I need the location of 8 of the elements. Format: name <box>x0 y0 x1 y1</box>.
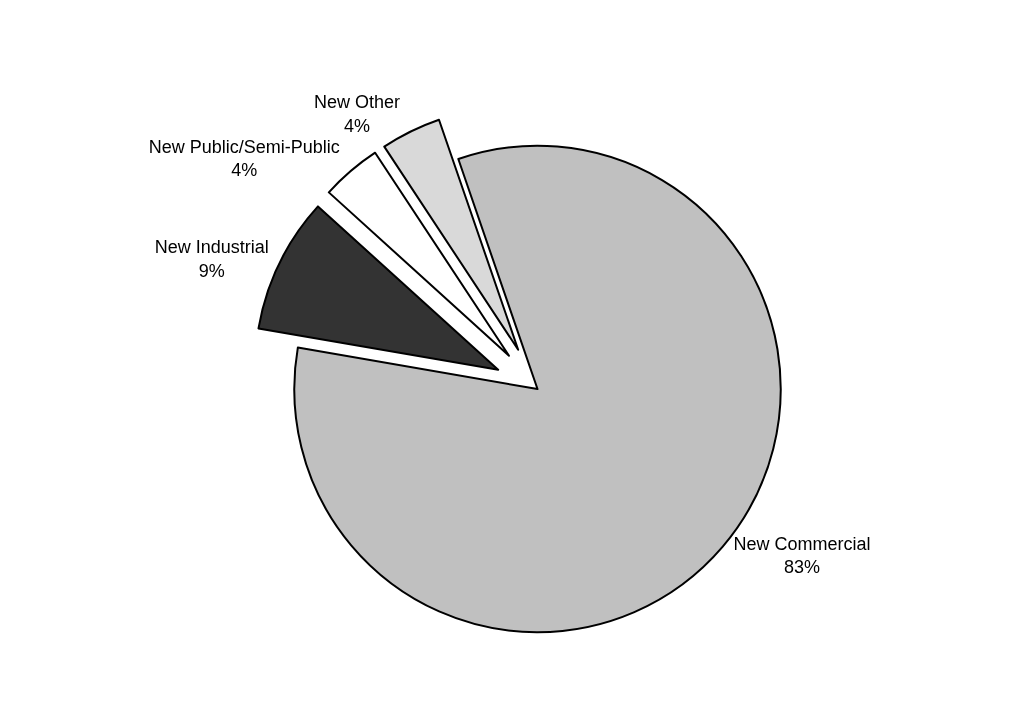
slice-label: New Public/Semi-Public <box>148 136 340 157</box>
data-label: 4% <box>231 160 258 181</box>
slice-label: New Other <box>313 92 400 113</box>
slice-label: New Industrial <box>154 237 269 258</box>
data-label: 9% <box>198 260 225 281</box>
data-label: 83% <box>784 557 821 578</box>
data-label: 4% <box>343 115 370 136</box>
slice-label: New Commercial <box>733 534 871 555</box>
